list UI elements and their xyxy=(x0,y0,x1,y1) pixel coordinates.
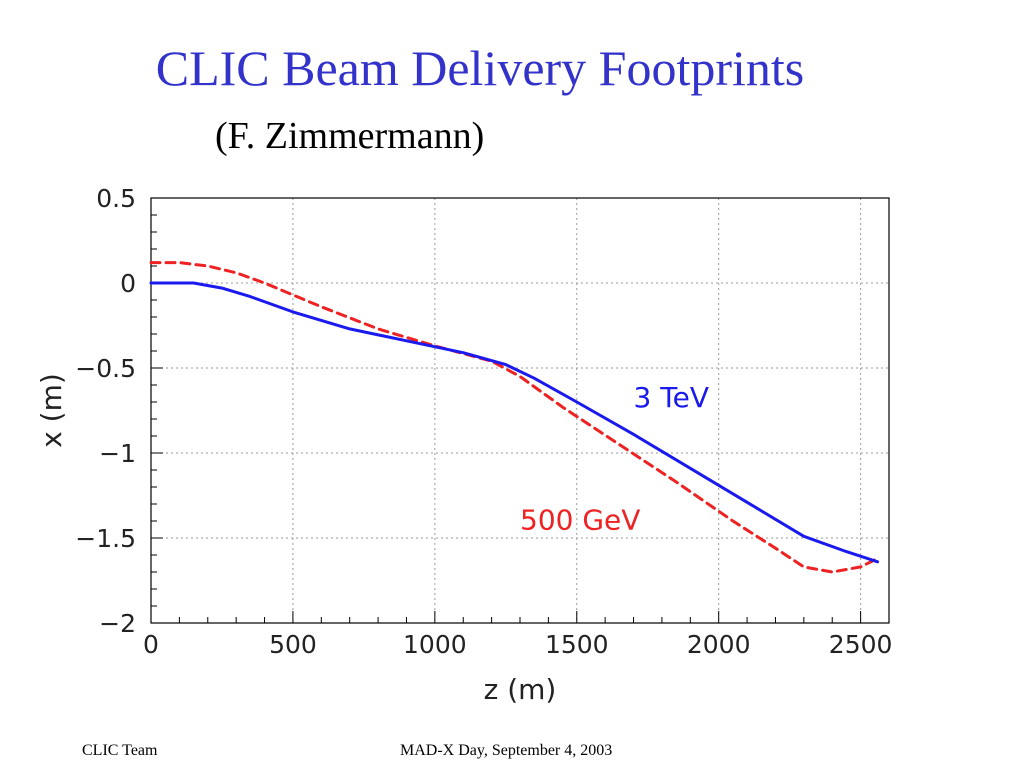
x-tick-label: 2500 xyxy=(829,630,893,659)
x-tick-label: 2000 xyxy=(687,630,751,659)
ticks-layer: 0 500 1000 1500 2000 2500 0.5 0 −0.5 −1 −1.5 −2 xyxy=(75,184,892,659)
y-tick-label: 0 xyxy=(120,269,136,298)
x-tick-label: 1000 xyxy=(403,630,467,659)
y-tick-label: −1.5 xyxy=(75,524,136,553)
series-layer: 500 GeV 3 TeV xyxy=(149,261,880,574)
grid-layer xyxy=(151,198,889,623)
footer-event: MAD-X Day, September 4, 2003 xyxy=(400,742,613,759)
y-tick-label: −2 xyxy=(99,609,136,638)
x-tick-label: 1500 xyxy=(545,630,609,659)
x-tick-label: 0 xyxy=(143,630,159,659)
x-axis-label: z (m) xyxy=(484,673,557,706)
series-label-500-gev: 500 GeV xyxy=(520,504,640,537)
series-label-3-tev: 3 TeV xyxy=(634,381,709,414)
slide-title: CLIC Beam Delivery Footprints xyxy=(155,40,805,96)
y-tick-label: −1 xyxy=(99,439,136,468)
y-tick-label: 0.5 xyxy=(96,184,136,213)
slide-subtitle: (F. Zimmermann) xyxy=(215,115,485,157)
y-tick-label: −0.5 xyxy=(75,354,136,383)
plot-frame xyxy=(150,197,890,624)
series-line-3-tev xyxy=(149,281,880,564)
series-line-500-gev xyxy=(149,261,880,574)
x-tick-label: 500 xyxy=(269,630,317,659)
y-axis-label: x (m) xyxy=(35,373,68,448)
footer-team: CLIC Team xyxy=(82,742,158,759)
